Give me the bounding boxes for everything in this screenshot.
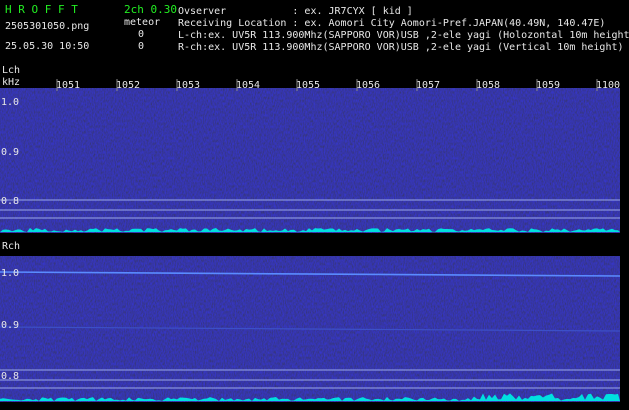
time-label: 1054 bbox=[236, 80, 260, 91]
noise-floor bbox=[0, 393, 620, 401]
time-label: 1100 bbox=[596, 80, 620, 91]
channel-label: Rch bbox=[2, 241, 20, 252]
info-line: L-ch:ex. UV5R 113.900Mhz(SAPPORO VOR)USB… bbox=[178, 30, 629, 41]
freq-label: 0.9 bbox=[1, 147, 19, 158]
time-label: 1055 bbox=[296, 80, 320, 91]
spectrogram-noise bbox=[0, 88, 620, 233]
signal-trace bbox=[0, 271, 621, 277]
time-label: 1052 bbox=[116, 80, 140, 91]
info-line: Ovserver : ex. JR7CYX [ kid ] bbox=[178, 6, 413, 17]
time-label: 1058 bbox=[476, 80, 500, 91]
meteor-label: meteor bbox=[124, 17, 160, 28]
info-line: R-ch:ex. UV5R 113.900Mhz(SAPPORO VOR)USB… bbox=[178, 42, 624, 53]
time-label: 1056 bbox=[356, 80, 380, 91]
time-label: 1059 bbox=[536, 80, 560, 91]
signal-trace bbox=[0, 326, 621, 332]
time-label: 1057 bbox=[416, 80, 440, 91]
unit-label: kHz bbox=[2, 77, 20, 88]
lch-count: 0 bbox=[138, 29, 144, 40]
noise-floor bbox=[0, 228, 620, 232]
freq-label: 1.0 bbox=[1, 268, 19, 279]
freq-label: 0.8 bbox=[1, 196, 19, 207]
filename: 2505301050.png bbox=[5, 21, 89, 32]
time-label: 1051 bbox=[56, 80, 80, 91]
time-label: 1053 bbox=[176, 80, 200, 91]
freq-label: 1.0 bbox=[1, 97, 19, 108]
freq-label: 0.8 bbox=[1, 371, 19, 382]
freq-label: 0.9 bbox=[1, 320, 19, 331]
info-line: Receiving Location : ex. Aomori City Aom… bbox=[178, 18, 605, 29]
channel-label: Lch bbox=[2, 65, 20, 76]
app-title: H R O F F T bbox=[5, 3, 78, 16]
rch-count: 0 bbox=[138, 41, 144, 52]
mode: 2ch 0.30 bbox=[124, 3, 177, 16]
datetime: 25.05.30 10:50 bbox=[5, 41, 89, 52]
